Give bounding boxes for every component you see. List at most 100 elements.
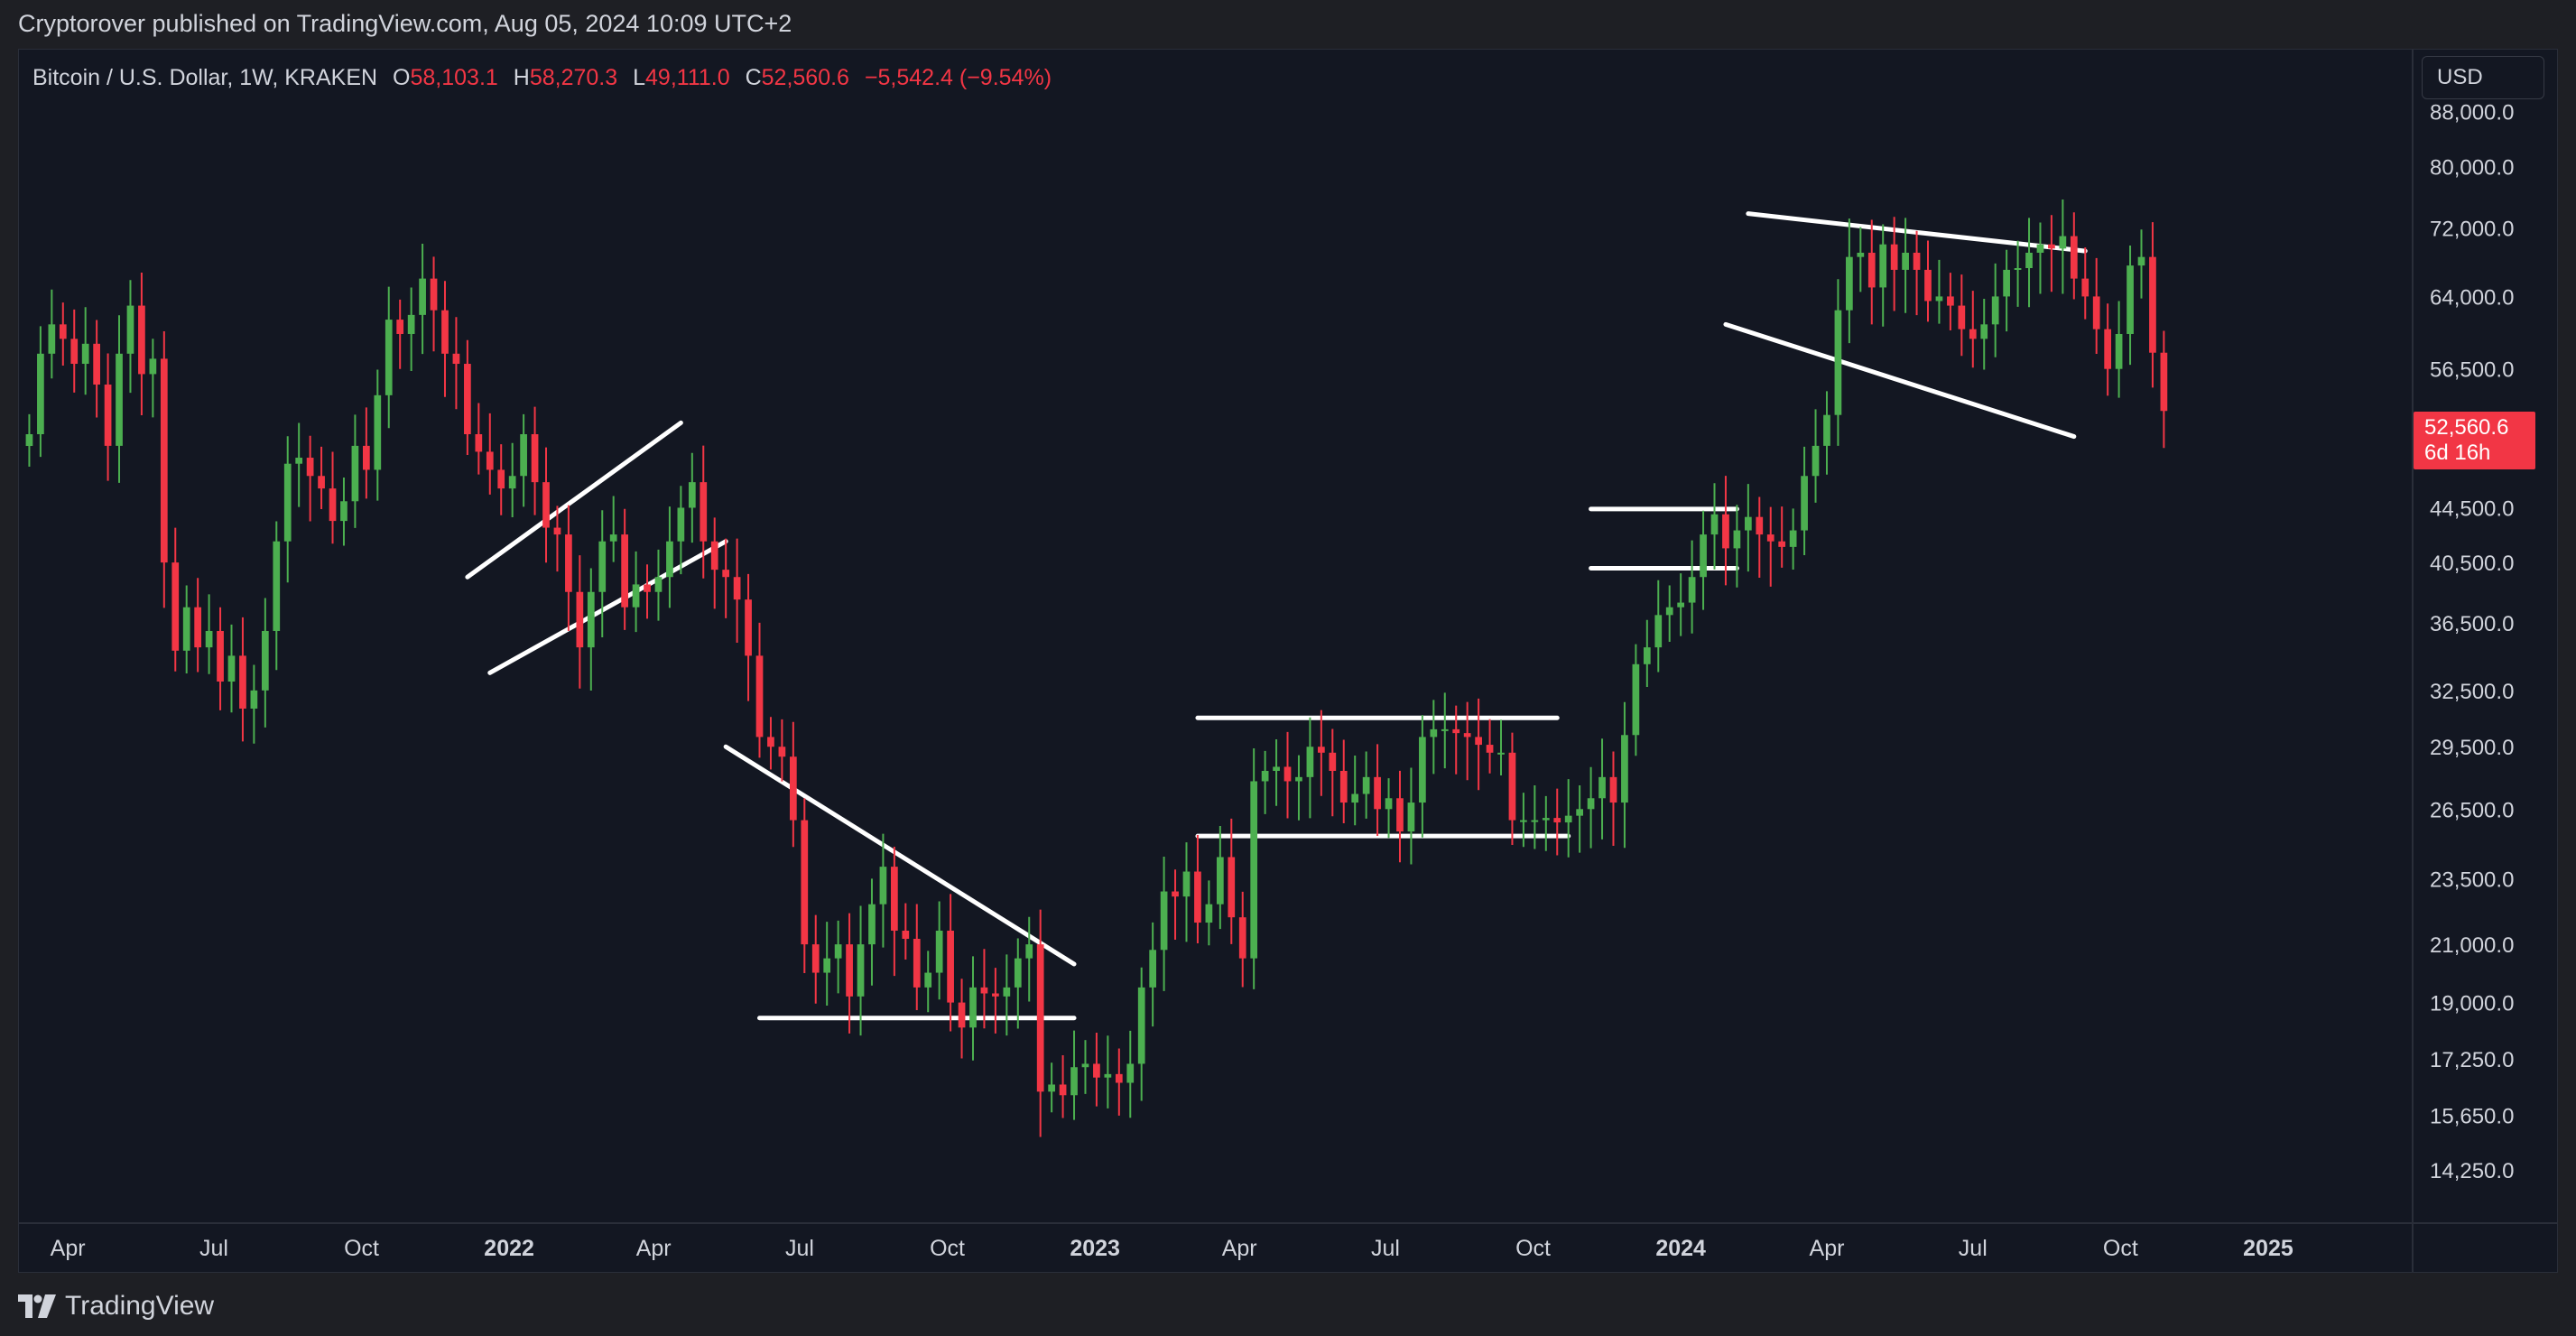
time-tick-label: Apr: [636, 1236, 672, 1261]
candle-body: [283, 463, 292, 542]
candle-body: [340, 501, 347, 522]
candle-body: [1430, 728, 1438, 738]
candle-body: [846, 944, 853, 997]
candle-body: [587, 591, 595, 648]
candle-body: [834, 944, 842, 959]
candle-body: [1374, 776, 1381, 810]
candle-body: [868, 904, 876, 945]
axes: 88,000.0 80,000.0 72,000.0 64,000.0 56,500.0…: [18, 49, 2558, 1273]
candle-body: [644, 584, 651, 592]
candle-body: [710, 541, 718, 571]
candle-body: [306, 458, 314, 477]
candle-body: [913, 939, 921, 988]
candle-body: [1846, 256, 1853, 311]
candle-body: [1531, 820, 1539, 822]
candle-body: [879, 867, 887, 905]
candle-body: [1621, 735, 1628, 803]
candle-body: [1542, 818, 1550, 821]
candle-body: [677, 507, 685, 542]
candle-body: [329, 488, 337, 522]
candle-body: [1756, 516, 1764, 535]
candle-body: [419, 278, 426, 315]
candle-body: [778, 747, 786, 757]
close-value: 52,560.6: [761, 65, 849, 90]
candle-body: [1801, 476, 1808, 531]
candle-body: [182, 607, 190, 651]
candle-body: [1520, 820, 1527, 822]
candle-body: [1283, 766, 1292, 782]
candle-body: [1587, 798, 1595, 810]
candle-body: [1149, 950, 1157, 988]
price-tick-label: 36,500.0: [2430, 612, 2514, 636]
candle-body: [823, 958, 831, 973]
candle-body: [93, 343, 100, 385]
price-chart[interactable]: 88,000.0 80,000.0 72,000.0 64,000.0 56,500.0…: [18, 49, 2558, 1273]
candle-body: [1677, 602, 1685, 608]
candle-body: [1935, 296, 1943, 302]
time-tick-label: Jul: [1959, 1236, 1988, 1261]
candle-body: [542, 482, 550, 528]
time-tick-label: Oct: [2103, 1236, 2138, 1261]
candle-body: [1733, 530, 1741, 549]
candle-body: [138, 305, 145, 375]
candle-body: [565, 534, 572, 592]
price-tick-label: 88,000.0: [2430, 100, 2514, 125]
trendline-drawings: [465, 211, 2088, 1021]
candle-body: [1688, 577, 1696, 603]
candle-body: [1329, 752, 1337, 771]
candle-body: [374, 394, 382, 470]
low-label: L: [633, 65, 646, 90]
candle-body: [1497, 752, 1505, 755]
candle-body: [1969, 329, 1977, 339]
footer: TradingView: [0, 1273, 2576, 1336]
candle-body: [2059, 236, 2067, 249]
candle-body: [452, 353, 460, 365]
candle-body: [1419, 737, 1426, 803]
candle-body: [1958, 305, 1966, 329]
candle-body: [902, 930, 910, 940]
candle-body: [576, 591, 584, 648]
symbol-legend: Bitcoin / U.S. Dollar, 1W, KRAKEN O58,10…: [32, 65, 1052, 91]
candle-body: [126, 305, 134, 354]
candle-body: [1867, 252, 1876, 288]
candle-body: [924, 972, 932, 988]
candle-body: [1441, 728, 1449, 731]
currency-button[interactable]: USD: [2422, 56, 2544, 99]
candle-body: [1991, 296, 1999, 325]
candle-body: [1609, 776, 1617, 803]
candle-body: [598, 541, 607, 592]
time-tick-label: Jul: [1371, 1236, 1400, 1261]
price-tick-label: 72,000.0: [2430, 218, 2514, 242]
candle-body: [1182, 871, 1191, 897]
candle-body: [1823, 414, 1830, 446]
candle-body: [250, 690, 258, 709]
time-tick-label: 2023: [1070, 1236, 1120, 1261]
candle-body: [1452, 728, 1460, 734]
candle-body: [363, 445, 370, 470]
candle-body: [1576, 809, 1583, 816]
candle-body: [857, 944, 865, 997]
time-tick-label: Jul: [199, 1236, 228, 1261]
candle-body: [2070, 236, 2078, 279]
candle-body: [980, 987, 988, 994]
candle-body: [1205, 904, 1213, 923]
candle-body: [1261, 770, 1269, 782]
tradingview-logo[interactable]: TradingView: [18, 1291, 214, 1322]
candle-body: [1778, 541, 1786, 547]
price-tick-label: 29,500.0: [2430, 736, 2514, 760]
candle-body: [1643, 647, 1651, 664]
candle-body: [239, 655, 246, 709]
price-tick-label: 26,500.0: [2430, 798, 2514, 822]
candle-body: [1665, 607, 1673, 616]
candle-body: [1744, 516, 1752, 531]
close-label: C: [745, 65, 762, 90]
trendline: [1723, 321, 2077, 440]
candle-body: [464, 364, 471, 435]
candle-body: [1396, 798, 1404, 832]
candle-body: [1295, 776, 1302, 782]
candle-body: [104, 385, 112, 446]
candle-body: [1306, 747, 1314, 777]
time-tick-label: Oct: [930, 1236, 965, 1261]
candle-body: [396, 320, 404, 334]
candle-body: [160, 358, 168, 563]
